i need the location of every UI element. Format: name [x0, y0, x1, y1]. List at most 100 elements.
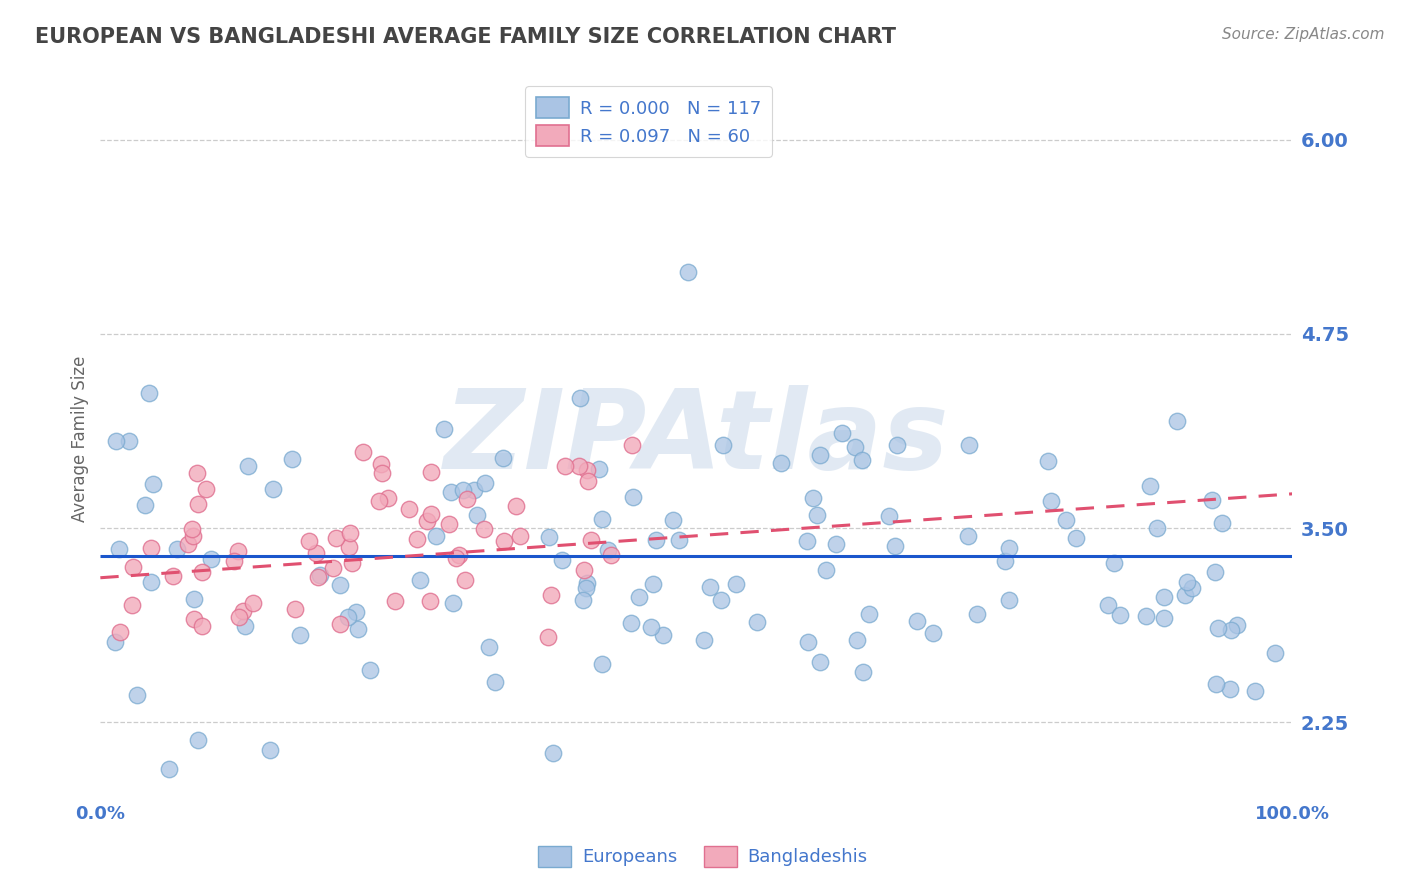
Point [492, 451, 515, 466]
Point [814, 562, 837, 576]
Point [1201, 492, 1223, 507]
Point [259, 743, 281, 757]
Point [509, 529, 531, 543]
Point [105, 434, 128, 449]
Point [420, 465, 443, 479]
Point [191, 618, 214, 632]
Point [108, 624, 131, 639]
Point [997, 541, 1019, 555]
Point [808, 448, 831, 462]
Point [844, 441, 866, 455]
Point [713, 438, 735, 452]
Point [191, 565, 214, 579]
Point [463, 483, 485, 497]
Point [599, 548, 621, 562]
Point [162, 569, 184, 583]
Point [226, 543, 249, 558]
Point [228, 610, 250, 624]
Point [505, 499, 527, 513]
Point [456, 492, 478, 507]
Point [574, 563, 596, 577]
Point [433, 422, 456, 436]
Point [554, 458, 576, 473]
Point [1175, 575, 1198, 590]
Point [994, 554, 1017, 568]
Point [620, 615, 643, 630]
Point [494, 534, 516, 549]
Point [824, 537, 846, 551]
Point [1036, 454, 1059, 468]
Point [852, 665, 875, 680]
Point [956, 529, 979, 543]
Point [569, 392, 592, 406]
Point [425, 529, 447, 543]
Point [1153, 590, 1175, 604]
Point [281, 452, 304, 467]
Point [437, 517, 460, 532]
Text: EUROPEAN VS BANGLADESHI AVERAGE FAMILY SIZE CORRELATION CHART: EUROPEAN VS BANGLADESHI AVERAGE FAMILY S… [35, 27, 896, 46]
Point [352, 444, 374, 458]
Point [370, 457, 392, 471]
Point [1181, 581, 1204, 595]
Point [886, 438, 908, 452]
Point [537, 529, 560, 543]
Point [1097, 599, 1119, 613]
Point [187, 497, 209, 511]
Point [579, 533, 602, 548]
Point [108, 541, 131, 556]
Point [1054, 513, 1077, 527]
Point [142, 476, 165, 491]
Point [398, 502, 420, 516]
Point [966, 607, 988, 621]
Point [796, 533, 818, 548]
Point [328, 617, 350, 632]
Point [308, 567, 330, 582]
Point [288, 628, 311, 642]
Point [484, 674, 506, 689]
Point [194, 482, 217, 496]
Point [305, 546, 328, 560]
Legend: Europeans, Bangladeshis: Europeans, Bangladeshis [531, 838, 875, 874]
Point [242, 596, 264, 610]
Point [298, 534, 321, 549]
Point [1174, 588, 1197, 602]
Point [693, 632, 716, 647]
Point [797, 635, 820, 649]
Point [662, 513, 685, 527]
Point [845, 633, 868, 648]
Point [621, 491, 644, 505]
Point [409, 573, 432, 587]
Point [104, 635, 127, 649]
Text: Source: ZipAtlas.com: Source: ZipAtlas.com [1222, 27, 1385, 42]
Point [808, 656, 831, 670]
Point [454, 573, 477, 587]
Point [1135, 608, 1157, 623]
Point [1219, 623, 1241, 637]
Point [371, 466, 394, 480]
Point [186, 466, 208, 480]
Point [567, 458, 589, 473]
Legend: R = 0.000   N = 117, R = 0.097   N = 60: R = 0.000 N = 117, R = 0.097 N = 60 [526, 87, 772, 157]
Point [200, 552, 222, 566]
Point [806, 508, 828, 523]
Point [233, 618, 256, 632]
Point [157, 762, 180, 776]
Point [122, 560, 145, 574]
Point [141, 574, 163, 589]
Point [668, 533, 690, 548]
Point [576, 463, 599, 477]
Point [831, 426, 853, 441]
Point [905, 614, 928, 628]
Point [1243, 683, 1265, 698]
Point [474, 476, 496, 491]
Point [347, 622, 370, 636]
Y-axis label: Average Family Size: Average Family Size [72, 356, 89, 522]
Point [377, 491, 399, 505]
Point [337, 540, 360, 554]
Point [1219, 681, 1241, 696]
Point [645, 533, 668, 548]
Point [769, 456, 792, 470]
Point [337, 610, 360, 624]
Point [416, 514, 439, 528]
Point [1102, 557, 1125, 571]
